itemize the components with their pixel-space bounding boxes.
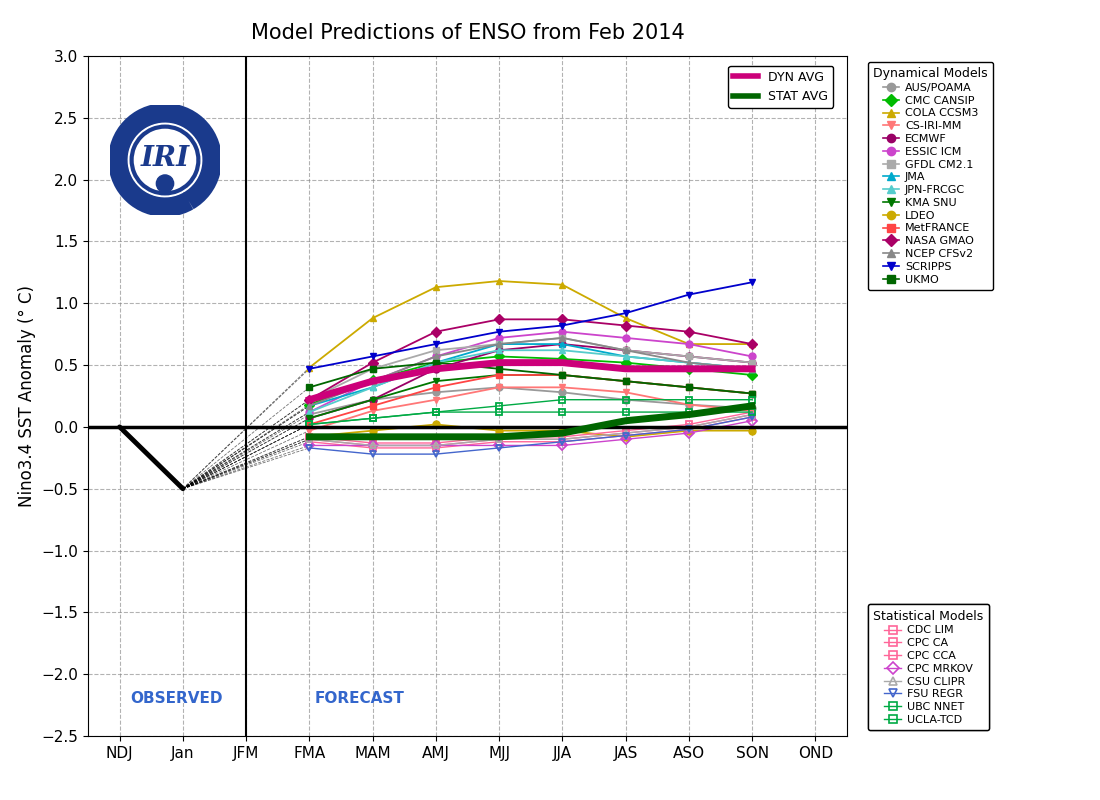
Legend: CDC LIM, CPC CA, CPC CCA, CPC MRKOV, CSU CLIPR, FSU REGR, UBC NNET, UCLA-TCD: CDC LIM, CPC CA, CPC CCA, CPC MRKOV, CSU… [868,604,989,730]
Text: OBSERVED: OBSERVED [130,691,223,706]
Title: Model Predictions of ENSO from Feb 2014: Model Predictions of ENSO from Feb 2014 [251,23,684,43]
Text: FORECAST: FORECAST [315,691,405,706]
Text: IRI: IRI [141,145,189,171]
Circle shape [111,106,219,214]
Y-axis label: Nino3.4 SST Anomaly (° C): Nino3.4 SST Anomaly (° C) [18,285,36,507]
Circle shape [156,175,174,192]
Circle shape [129,124,201,196]
